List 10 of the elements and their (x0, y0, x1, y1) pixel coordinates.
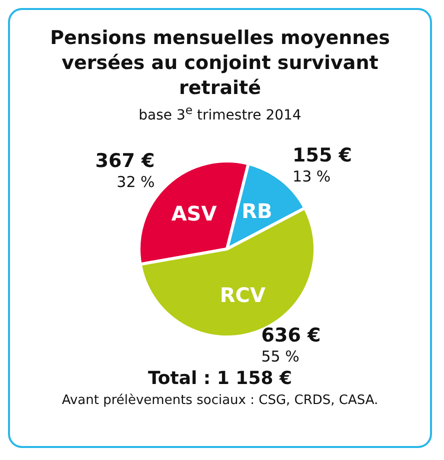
text: Avant prélèvements sociaux : CSG, CRDS, CASA. (60, 392, 380, 408)
slice-label: RB (242, 198, 272, 223)
data-label: 155 € 13 % (292, 144, 352, 185)
data-label: 636 € 55 % (261, 324, 321, 366)
chart-title: Pensions mensuelles moyennes versées au conjoint survivant retraité (49, 26, 391, 101)
data-label: 367 € 32 % (95, 150, 155, 191)
slice-label: ASV (171, 201, 218, 226)
text: Total : 1 158 € (146, 368, 294, 389)
chart-subtitle: base 3$^{e}$ trimestre 2014 (138, 103, 302, 124)
slice-label: RCV (220, 282, 266, 306)
